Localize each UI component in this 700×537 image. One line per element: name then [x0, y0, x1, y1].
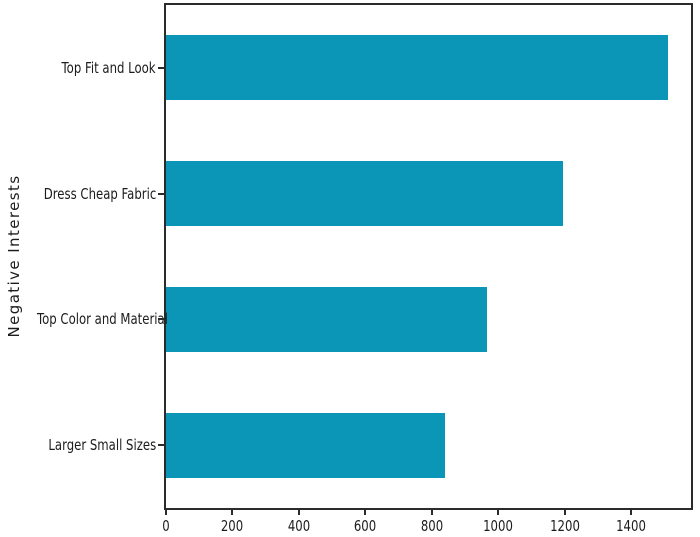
x-tick-mark	[364, 510, 367, 515]
category-label-text: Larger Small Sizes	[48, 436, 156, 455]
x-tick-label: 1200	[549, 517, 580, 535]
category-label: Top Color and Material	[0, 309, 168, 329]
bar-dress-cheap-fabric	[166, 161, 564, 227]
x-tick-label: 800	[420, 517, 443, 535]
x-tick-label: 1000	[483, 517, 514, 535]
bar-top-fit-and-look	[166, 35, 668, 101]
x-tick-label: 200	[221, 517, 244, 535]
category-label: Dress Cheap Fabric	[0, 184, 156, 204]
category-label-text: Dress Cheap Fabric	[43, 184, 156, 203]
x-tick-mark	[231, 510, 234, 515]
x-tick-label: 1400	[616, 517, 647, 535]
bar-larger-small-sizes	[166, 412, 446, 478]
bar-row	[166, 382, 691, 508]
y-tick-mark	[158, 318, 164, 321]
x-tick-mark	[497, 510, 500, 515]
x-tick-mark	[630, 510, 633, 515]
x-tick-label: 600	[354, 517, 377, 535]
bar-row	[166, 131, 691, 257]
x-tick-mark	[563, 510, 566, 515]
bar-row	[166, 257, 691, 383]
y-axis-label: Negative Interests	[5, 174, 23, 338]
y-tick-mark	[158, 444, 164, 447]
category-label: Top Fit and Look	[0, 58, 156, 78]
x-tick-mark	[165, 510, 167, 515]
category-label-text: Top Color and Material	[36, 310, 168, 329]
y-tick-mark	[158, 192, 164, 195]
x-tick-mark	[430, 510, 433, 515]
category-label-text: Top Fit and Look	[61, 58, 156, 77]
plot-area	[164, 3, 693, 510]
bar-row	[166, 5, 691, 131]
x-tick-mark	[297, 510, 300, 515]
x-tick-label: 400	[287, 517, 311, 535]
y-tick-mark	[158, 66, 164, 69]
category-label: Larger Small Sizes	[0, 435, 156, 455]
bar-top-color-and-material	[166, 286, 487, 352]
x-tick-label: 0	[162, 517, 170, 535]
